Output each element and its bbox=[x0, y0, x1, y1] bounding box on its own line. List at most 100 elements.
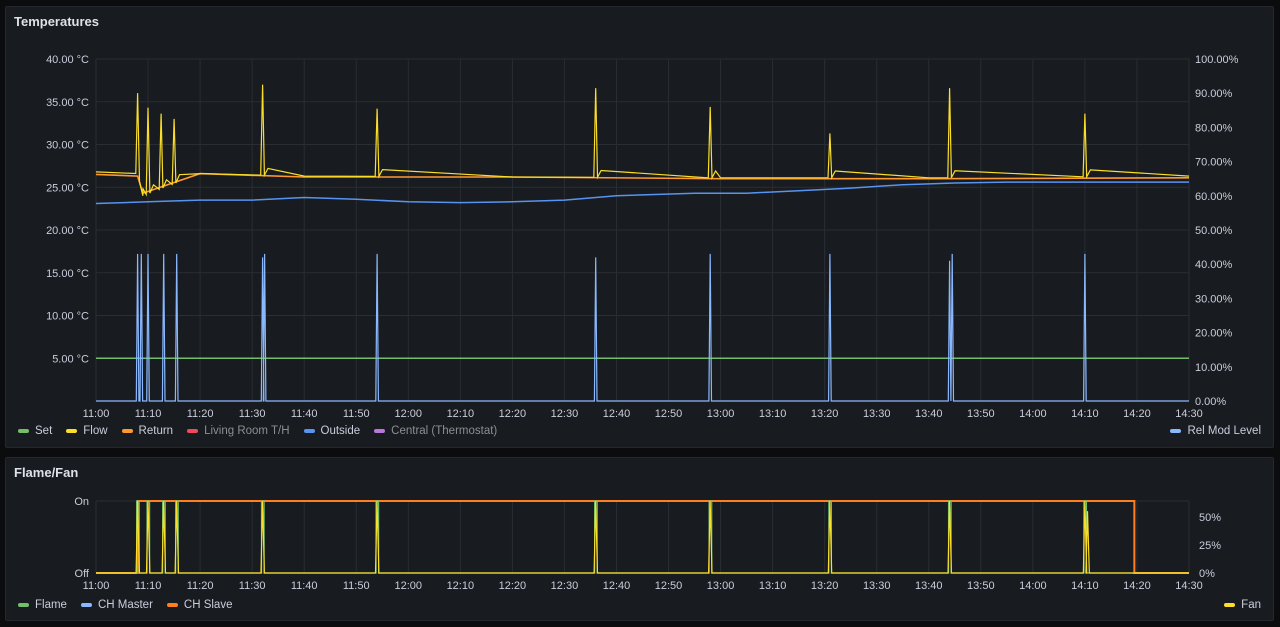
x-tick-label: 12:30 bbox=[551, 408, 579, 420]
y-right-tick-label: 25% bbox=[1199, 540, 1221, 552]
x-tick-label: 14:00 bbox=[1019, 408, 1047, 420]
y-tick-label: 20.00 °C bbox=[46, 225, 89, 237]
x-tick-label: 14:10 bbox=[1071, 580, 1099, 592]
series-rel-mod-level-line bbox=[96, 253, 1189, 402]
flame-fan-legend-right: Fan bbox=[1224, 599, 1261, 611]
x-tick-label: 13:40 bbox=[915, 408, 943, 420]
legend-swatch bbox=[1224, 603, 1236, 607]
x-tick-label: 12:50 bbox=[655, 580, 683, 592]
x-tick-label: 13:20 bbox=[811, 408, 839, 420]
x-tick-label: 12:50 bbox=[655, 408, 683, 420]
legend-label: CH Slave bbox=[183, 599, 233, 611]
legend-label: Flame bbox=[35, 599, 67, 611]
y-tick-label: 40.00 °C bbox=[46, 54, 89, 66]
flame-fan-panel: Flame/Fan On Off 50% 25% 0% 11:00 11:10 11:20 11… bbox=[5, 457, 1274, 621]
y-right-tick-label: 50% bbox=[1199, 512, 1221, 524]
temperatures-legend-item[interactable]: Flow bbox=[66, 425, 108, 437]
temperatures-legend: Set Flow Return Living Room T/H Outside Centr… bbox=[18, 425, 497, 437]
x-tick-label: 14:30 bbox=[1175, 408, 1203, 420]
y-right-tick-label: 20.00% bbox=[1195, 328, 1233, 340]
x-tick-label: 12:00 bbox=[395, 580, 423, 592]
x-tick-label: 13:10 bbox=[759, 580, 787, 592]
x-tick-label: 14:20 bbox=[1123, 580, 1151, 592]
flame-fan-chart[interactable]: On Off 50% 25% 0% 11:00 11:10 11:20 11:30 11:40 11… bbox=[6, 458, 1273, 620]
y-right-tick-label: 50.00% bbox=[1195, 225, 1233, 237]
x-tick-label: 11:40 bbox=[291, 580, 318, 592]
x-tick-label: 11:50 bbox=[343, 408, 370, 420]
x-tick-label: 12:10 bbox=[447, 580, 475, 592]
x-tick-label: 13:20 bbox=[811, 580, 839, 592]
flame-fan-legend-item[interactable]: CH Master bbox=[80, 599, 153, 611]
legend-label: Central (Thermostat) bbox=[391, 425, 498, 437]
y-tick-label: 15.00 °C bbox=[46, 268, 89, 280]
y-right-tick-label: 10.00% bbox=[1195, 362, 1233, 374]
x-tick-label: 12:00 bbox=[395, 408, 423, 420]
series-fan-line bbox=[96, 500, 1189, 574]
y-right-tick-label: 40.00% bbox=[1195, 259, 1233, 271]
flame-fan-legend-item[interactable]: Fan bbox=[1224, 599, 1261, 611]
legend-swatch bbox=[18, 603, 29, 607]
y-tick-label: 25.00 °C bbox=[46, 182, 89, 194]
legend-label: Flow bbox=[83, 425, 108, 437]
temperatures-legend-item[interactable]: Living Room T/H bbox=[187, 425, 290, 437]
x-tick-label: 11:00 bbox=[83, 580, 110, 592]
legend-swatch bbox=[187, 429, 199, 433]
y-tick-label: 5.00 °C bbox=[52, 353, 89, 365]
y-tick-label: 30.00 °C bbox=[46, 140, 89, 152]
x-tick-label: 13:50 bbox=[967, 408, 995, 420]
legend-label: Fan bbox=[1241, 599, 1261, 611]
flame-fan-legend-item[interactable]: CH Slave bbox=[166, 599, 233, 611]
legend-label: Set bbox=[35, 425, 53, 437]
legend-label: CH Master bbox=[97, 599, 153, 611]
x-tick-label: 11:00 bbox=[83, 408, 110, 420]
temperatures-panel: Temperatures 40.00 °C 35.00 °C 30.00 °C 25.… bbox=[5, 6, 1274, 448]
y-tick-label: On bbox=[74, 496, 89, 508]
temperatures-legend-item[interactable]: Rel Mod Level bbox=[1170, 425, 1261, 437]
x-tick-label: 13:10 bbox=[759, 408, 787, 420]
x-tick-label: 13:40 bbox=[915, 580, 943, 592]
x-tick-label: 12:40 bbox=[603, 580, 631, 592]
x-tick-label: 13:30 bbox=[863, 580, 891, 592]
legend-swatch bbox=[374, 429, 386, 433]
x-tick-label: 13:00 bbox=[707, 408, 735, 420]
legend-label: Living Room T/H bbox=[204, 425, 290, 437]
flame-fan-legend: Flame CH Master CH Slave bbox=[18, 599, 232, 611]
x-tick-label: 12:40 bbox=[603, 408, 631, 420]
temperatures-legend-right: Rel Mod Level bbox=[1170, 425, 1261, 437]
legend-swatch bbox=[1170, 429, 1182, 433]
x-tick-label: 14:30 bbox=[1175, 580, 1203, 592]
x-tick-label: 12:10 bbox=[447, 408, 475, 420]
legend-swatch bbox=[66, 429, 78, 433]
x-tick-label: 11:10 bbox=[135, 580, 162, 592]
y-right-tick-label: 0.00% bbox=[1195, 396, 1226, 408]
temperatures-legend-item[interactable]: Return bbox=[121, 425, 174, 437]
y-right-tick-label: 100.00% bbox=[1195, 54, 1239, 66]
y-right-tick-label: 0% bbox=[1199, 568, 1215, 580]
legend-label: Return bbox=[138, 425, 174, 437]
x-tick-label: 11:10 bbox=[135, 408, 162, 420]
flame-fan-legend-item[interactable]: Flame bbox=[18, 599, 67, 611]
legend-swatch bbox=[303, 429, 315, 433]
y-right-tick-label: 70.00% bbox=[1195, 157, 1233, 169]
x-tick-label: 13:00 bbox=[707, 580, 735, 592]
temperatures-legend-item[interactable]: Outside bbox=[303, 425, 360, 437]
x-tick-label: 14:20 bbox=[1123, 408, 1151, 420]
temperatures-legend-item[interactable]: Set bbox=[18, 425, 52, 437]
series-return-line bbox=[95, 172, 1190, 195]
legend-swatch bbox=[121, 429, 133, 433]
legend-swatch bbox=[166, 603, 178, 607]
legend-swatch bbox=[80, 603, 92, 607]
x-tick-label: 11:30 bbox=[239, 580, 266, 592]
temperatures-legend-item[interactable]: Central (Thermostat) bbox=[374, 425, 497, 437]
y-tick-label: Off bbox=[75, 568, 90, 580]
legend-swatch bbox=[18, 429, 29, 433]
x-tick-label: 14:10 bbox=[1071, 408, 1099, 420]
x-tick-label: 13:50 bbox=[967, 580, 995, 592]
panel-title-flame-fan[interactable]: Flame/Fan bbox=[14, 465, 79, 480]
y-tick-label: 10.00 °C bbox=[46, 311, 89, 323]
x-tick-label: 13:30 bbox=[863, 408, 891, 420]
legend-label: Rel Mod Level bbox=[1187, 425, 1261, 437]
panel-title-temperatures[interactable]: Temperatures bbox=[14, 14, 100, 29]
x-tick-label: 11:40 bbox=[291, 408, 318, 420]
temperatures-chart[interactable]: 40.00 °C 35.00 °C 30.00 °C 25.00 °C 20.00 °C… bbox=[6, 7, 1273, 447]
